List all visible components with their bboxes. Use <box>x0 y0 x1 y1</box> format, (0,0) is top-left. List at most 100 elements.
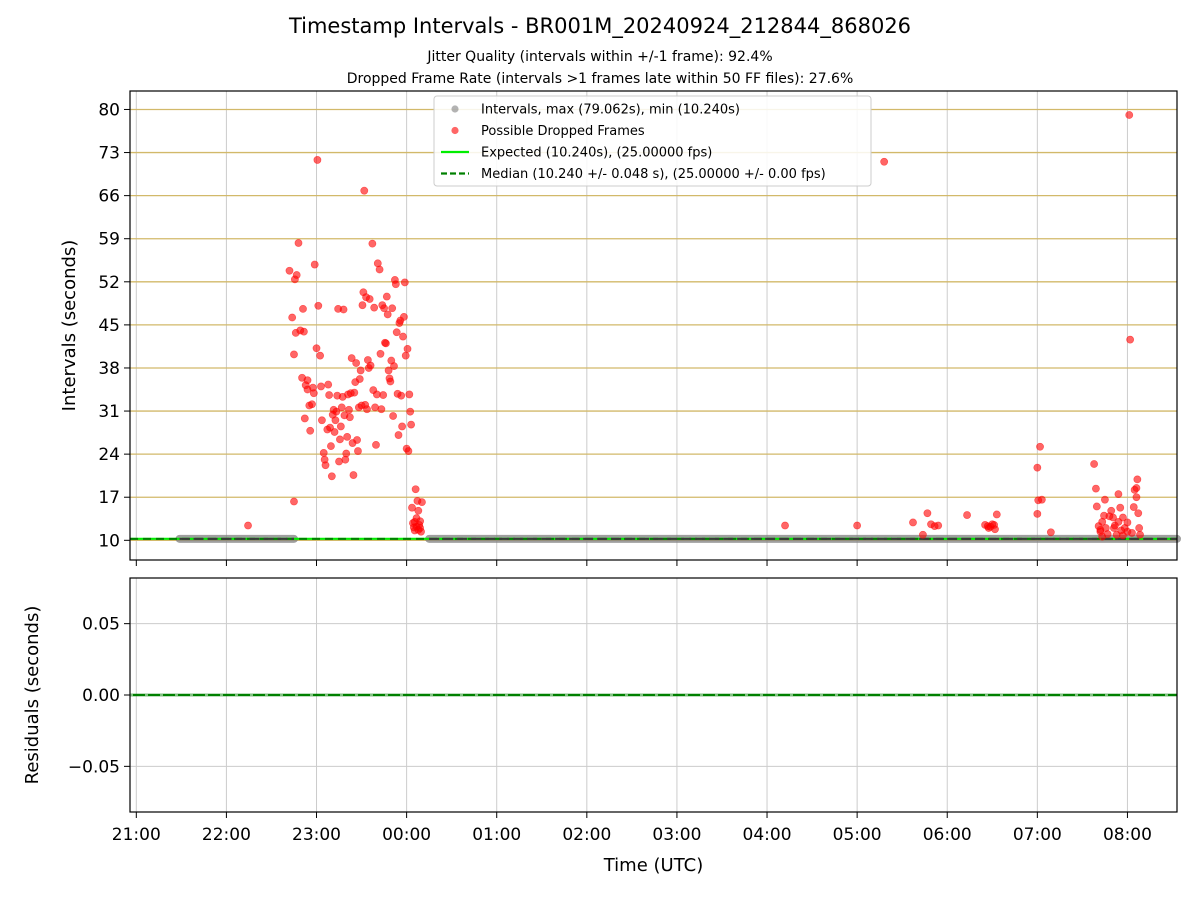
dropped-frame-point <box>406 407 415 416</box>
dropped-frame-point <box>288 313 297 322</box>
dropped-frame-point <box>358 301 367 310</box>
legend-label: Possible Dropped Frames <box>481 124 645 139</box>
dropped-frame-point <box>405 390 414 399</box>
dropped-frame-point <box>290 497 298 506</box>
dropped-frame-point <box>350 388 359 397</box>
dropped-frame-point <box>330 428 339 436</box>
legend-marker <box>451 105 459 113</box>
x-tick-label: 01:00 <box>472 825 521 845</box>
dropped-frame-point <box>383 310 392 319</box>
dropped-frame-point <box>880 157 889 166</box>
y-tick-label: 80 <box>98 100 120 120</box>
dropped-frame-point <box>1135 524 1144 532</box>
dropped-frame-point <box>1116 503 1125 512</box>
x-tick-label: 23:00 <box>292 825 341 845</box>
dropped-frame-point <box>1114 517 1123 526</box>
residuals-plot-frame <box>129 577 1178 813</box>
dropped-frame-point <box>331 416 340 425</box>
x-tick-label: 05:00 <box>833 825 882 845</box>
dropped-frame-point <box>365 295 374 303</box>
dropped-frame-point <box>290 275 299 284</box>
dropped-frame-point <box>354 447 362 455</box>
dropped-frame-point <box>310 260 319 269</box>
dropped-frame-point <box>992 510 1001 519</box>
chart-subtitle-jitter: Jitter Quality (intervals within +/-1 fr… <box>427 49 773 65</box>
dropped-frame-point <box>401 351 410 360</box>
dropped-frame-point <box>923 509 932 518</box>
dropped-frame-point <box>919 530 927 539</box>
dropped-frame-point <box>1107 506 1116 515</box>
dropped-frame-point <box>1046 528 1055 537</box>
dropped-frame-point <box>325 391 334 399</box>
dropped-frame-point <box>416 524 425 532</box>
dropped-frame-point <box>394 431 403 439</box>
dropped-frame-point <box>332 407 341 416</box>
dropped-frame-point <box>1123 527 1132 536</box>
y-axis-label-residuals: Residuals (seconds) <box>22 606 43 785</box>
dropped-frame-point <box>1133 475 1142 484</box>
y-tick-label: 31 <box>98 402 120 422</box>
y-tick-label: 38 <box>98 359 120 379</box>
dropped-frame-point <box>314 301 323 310</box>
dropped-frame-point <box>327 442 335 451</box>
y-axis-label-intervals: Intervals (seconds) <box>59 240 80 412</box>
dropped-frame-point <box>963 511 971 519</box>
x-tick-label: 02:00 <box>562 825 611 845</box>
y-tick-label: 66 <box>98 187 120 207</box>
legend-item: Median (10.240 +/- 0.048 s), (25.00000 +… <box>441 167 826 182</box>
dropped-frame-point <box>1092 484 1100 493</box>
dropped-frame-point <box>337 403 346 412</box>
dropped-frame-point <box>317 382 325 391</box>
intervals-panel: 10 17 24 31 38 45 52 59 66 73 80 Intervals (seconds… <box>59 90 1181 566</box>
dropped-frame-point <box>411 485 420 494</box>
dropped-frame-point <box>392 328 401 337</box>
dropped-frame-point <box>1096 525 1105 534</box>
y-tick-label: 73 <box>98 144 120 164</box>
dropped-frame-point <box>1134 509 1143 518</box>
dropped-frame-point <box>345 405 353 414</box>
dropped-frame-point <box>336 422 345 431</box>
dropped-frame-point <box>345 413 354 422</box>
dropped-frame-point <box>324 380 333 389</box>
dropped-frame-point <box>389 412 398 420</box>
legend: Intervals, max (79.062s), min (10.240s) P… <box>433 95 872 187</box>
dropped-frame-point <box>399 332 407 341</box>
dropped-frame-point <box>300 414 309 423</box>
dropped-frame-point <box>934 521 943 530</box>
dropped-frame-point <box>1114 490 1123 499</box>
dropped-frame-point <box>347 354 356 363</box>
intervals-plot-frame <box>129 90 1178 561</box>
dropped-frame-point <box>244 521 252 530</box>
x-tick-label: 08:00 <box>1103 825 1152 845</box>
legend-label: Median (10.240 +/- 0.048 s), (25.00000 +… <box>481 167 826 182</box>
dropped-frame-point <box>309 389 318 398</box>
dropped-frame-point <box>1132 484 1141 492</box>
dropped-frame-point <box>376 349 385 358</box>
x-tick-label: 00:00 <box>382 825 431 845</box>
dropped-frame-point <box>316 351 325 360</box>
dropped-frame-point <box>403 344 412 353</box>
dropped-frame-point <box>1129 503 1138 511</box>
x-axis-label: Time (UTC) <box>603 855 704 876</box>
dropped-frame-point <box>1109 513 1117 522</box>
y-tick-label: 10 <box>98 531 120 551</box>
dropped-frame-point <box>404 447 413 455</box>
y-tick-label: 17 <box>98 488 120 508</box>
dropped-frame-point <box>366 361 375 370</box>
dropped-frame-point <box>391 280 400 289</box>
dropped-frame-point <box>368 239 377 248</box>
y-tick-label: 0.00 <box>82 686 120 706</box>
dropped-frame-point <box>290 350 298 359</box>
dropped-frame-point <box>400 312 408 321</box>
y-tick-label: −0.05 <box>68 757 120 777</box>
y-tick-label: 45 <box>98 316 120 336</box>
y-tick-label: 0.05 <box>82 615 120 635</box>
legend-item: Intervals, max (79.062s), min (10.240s) <box>451 103 740 118</box>
dropped-frame-point <box>321 461 330 470</box>
dropped-frame-point <box>407 420 416 429</box>
legend-item: Expected (10.240s), (25.00000 fps) <box>441 146 712 161</box>
dropped-frame-point <box>1101 495 1109 504</box>
dropped-frame-point <box>1037 495 1046 504</box>
dropped-frame-point <box>388 304 397 313</box>
